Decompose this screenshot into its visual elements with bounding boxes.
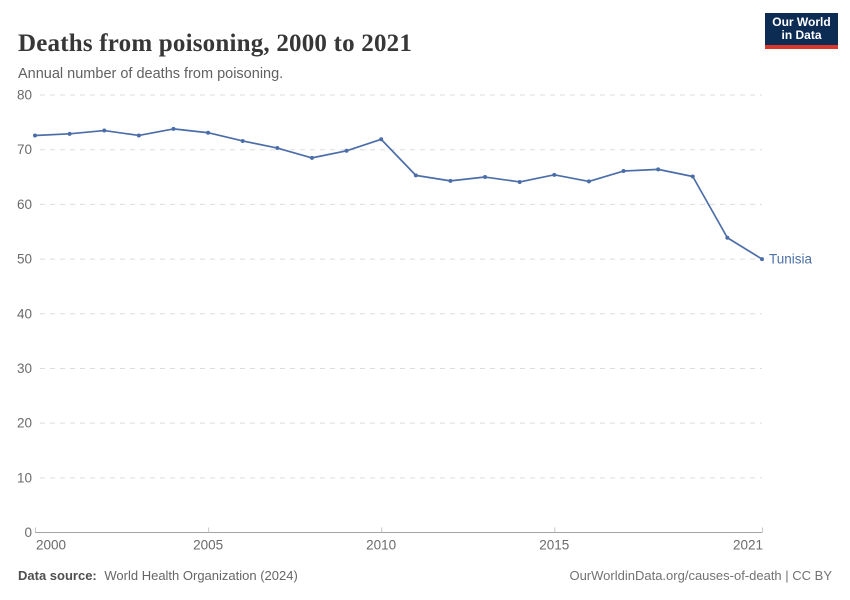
data-point xyxy=(483,175,488,180)
owid-logo-line1: Our World xyxy=(772,15,831,29)
data-point xyxy=(656,167,661,172)
y-tick-label: 50 xyxy=(17,252,32,267)
data-point xyxy=(552,172,557,177)
x-tick-label: 2015 xyxy=(539,538,569,553)
data-point xyxy=(448,178,453,183)
y-tick-label: 80 xyxy=(17,88,32,103)
data-point xyxy=(309,155,314,160)
data-point xyxy=(690,174,695,179)
data-point xyxy=(517,179,522,184)
series-line-tunisia xyxy=(34,128,763,260)
data-point xyxy=(67,131,72,136)
owid-citation-link[interactable]: OurWorldinData.org/causes-of-death | CC … xyxy=(569,568,832,583)
y-tick-label: 20 xyxy=(17,416,32,431)
data-source-value: World Health Organization (2024) xyxy=(104,568,298,583)
series-label-tunisia: Tunisia xyxy=(769,252,813,267)
data-point xyxy=(33,133,37,138)
data-point xyxy=(379,137,384,142)
data-point xyxy=(586,179,591,184)
chart-footer: Data source: World Health Organization (… xyxy=(18,568,832,588)
data-point xyxy=(136,133,141,138)
data-point xyxy=(171,126,176,131)
data-point xyxy=(102,128,107,133)
data-point xyxy=(344,148,349,153)
page-title: Deaths from poisoning, 2000 to 2021 xyxy=(18,29,413,57)
y-tick-label: 30 xyxy=(17,361,32,376)
y-tick-label: 70 xyxy=(17,142,32,157)
data-source-label: Data source: xyxy=(18,568,97,583)
data-point xyxy=(275,146,280,151)
x-tick-label: 2000 xyxy=(36,538,66,553)
data-point xyxy=(206,130,211,135)
data-point xyxy=(760,257,764,262)
data-point xyxy=(240,138,245,143)
chart-subtitle: Annual number of deaths from poisoning. xyxy=(18,65,284,82)
y-tick-label: 10 xyxy=(17,470,32,485)
owid-logo-line2: in Data xyxy=(781,28,822,42)
data-source-note: Data source: World Health Organization (… xyxy=(18,568,298,583)
y-tick-label: 40 xyxy=(17,306,32,321)
x-tick-label: 2021 xyxy=(733,538,763,553)
data-point xyxy=(725,235,730,240)
x-tick-label: 2010 xyxy=(366,538,396,553)
owid-logo[interactable]: Our World in Data xyxy=(765,13,838,49)
y-tick-label: 0 xyxy=(24,525,32,540)
y-tick-label: 60 xyxy=(17,197,32,212)
data-point xyxy=(621,169,626,174)
x-tick-label: 2005 xyxy=(193,538,223,553)
data-point xyxy=(413,173,418,178)
